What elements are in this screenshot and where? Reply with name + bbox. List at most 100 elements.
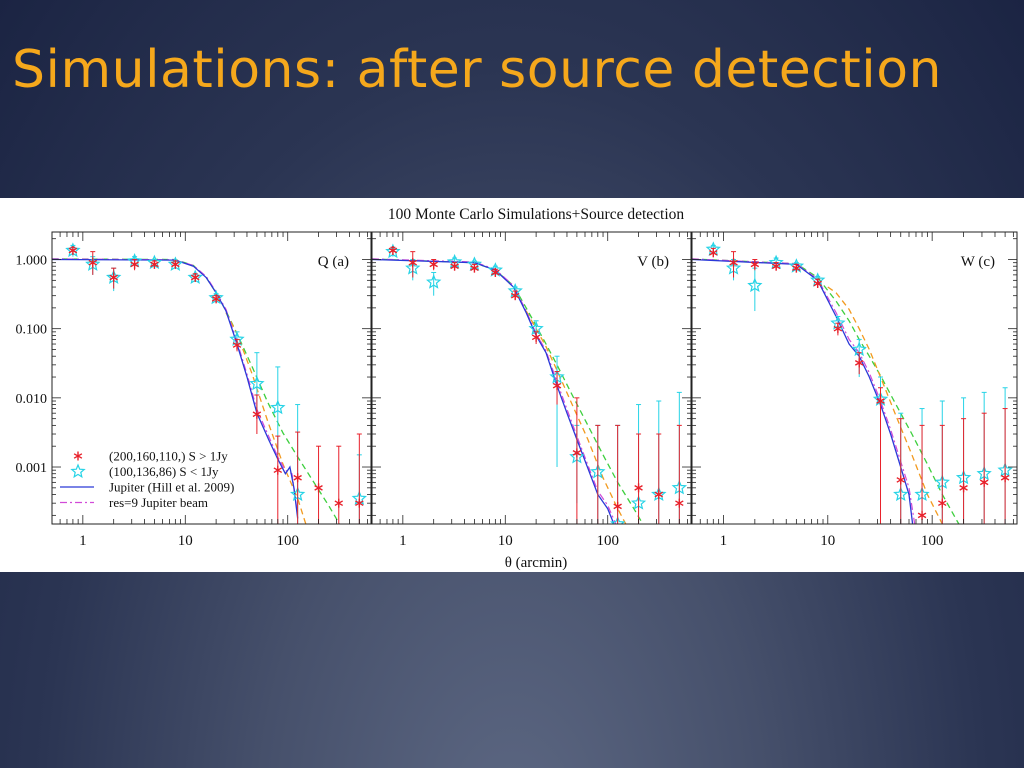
plot-area: 1 10 100 1.000 0.100 0.010 0.001 Q (a) 1 10 100 V (…	[16, 231, 1018, 549]
bright-asterisk-marker	[771, 261, 781, 271]
faint-star-marker	[249, 375, 265, 391]
x-tick-label: 1	[720, 533, 728, 549]
bright-asterisk-marker	[572, 448, 582, 458]
asterisk-stroke	[88, 259, 98, 266]
jupiter-line	[692, 258, 914, 524]
asterisk-stroke	[634, 484, 643, 491]
bright-asterisk-marker	[450, 261, 459, 271]
asterisk-stroke	[355, 500, 364, 507]
legend: (200,160,110,) S > 1Jy(100,136,86) S < 1…	[60, 449, 234, 510]
chart-title: 100 Monte Carlo Simulations+Source detec…	[388, 206, 685, 223]
bright-asterisk-marker	[334, 498, 344, 508]
asterisk-stroke	[750, 261, 760, 268]
asterisk-stroke	[211, 295, 221, 302]
bright-asterisk-marker	[293, 473, 302, 483]
x-tick-label: 1	[399, 533, 407, 549]
bright-asterisk-marker	[470, 263, 479, 273]
panel-inner	[692, 241, 1013, 524]
bright-asterisk-marker	[252, 409, 262, 419]
bright-asterisk-marker	[833, 324, 843, 334]
legend-label: res=9 Jupiter beam	[109, 495, 208, 510]
asterisk-stroke	[959, 484, 968, 491]
bright-asterisk-marker	[896, 475, 906, 485]
bright-asterisk-marker	[854, 358, 864, 368]
bright-asterisk-marker	[130, 259, 139, 269]
y-tick-label: 1.000	[16, 254, 48, 269]
asterisk-stroke	[73, 453, 83, 459]
bright-asterisk-marker	[876, 396, 885, 406]
jupiter-line	[372, 258, 615, 524]
bright-asterisk-marker	[729, 258, 738, 268]
asterisk-stroke	[510, 292, 520, 299]
asterisk-stroke	[470, 265, 479, 272]
bright-asterisk-marker	[109, 272, 118, 282]
green-dashed-line	[692, 258, 960, 524]
asterisk-stroke	[572, 450, 582, 456]
legend-asterisk-icon	[73, 451, 83, 461]
figure-panel: 100 Monte Carlo Simulations+Source detec…	[0, 198, 1024, 572]
asterisk-stroke	[833, 325, 843, 332]
bright-asterisk-marker	[408, 258, 418, 268]
bright-asterisk-marker	[979, 477, 989, 487]
asterisk-stroke	[450, 263, 459, 270]
asterisk-stroke	[388, 247, 398, 254]
asterisk-stroke	[408, 259, 418, 266]
beam-line	[372, 258, 617, 524]
asterisk-stroke	[917, 512, 927, 519]
asterisk-stroke	[896, 477, 906, 483]
y-tick-label: 0.001	[16, 461, 48, 476]
orange-dashed-line	[525, 310, 627, 524]
x-tick-label: 100	[596, 533, 619, 549]
asterisk-stroke	[252, 411, 262, 418]
bright-asterisk-marker	[654, 490, 664, 500]
bright-asterisk-marker	[232, 340, 242, 350]
asterisk-stroke	[171, 261, 180, 268]
x-tick-label: 10	[178, 533, 193, 549]
asterisk-stroke	[771, 263, 781, 270]
bright-asterisk-marker	[491, 267, 500, 277]
bright-asterisk-marker	[150, 259, 159, 269]
faint-star-marker	[270, 399, 286, 415]
x-axis-label: θ (arcmin)	[505, 555, 568, 571]
orange-dashed-line	[827, 286, 943, 524]
asterisk-stroke	[979, 479, 989, 486]
x-tick-label: 1	[79, 533, 87, 549]
bright-asterisk-marker	[552, 381, 562, 391]
panel-0: 1 10 100 1.000 0.100 0.010 0.001 Q (a)	[16, 231, 372, 549]
asterisk-stroke	[654, 491, 664, 498]
panel-inner	[372, 243, 688, 524]
bright-asterisk-marker	[68, 246, 78, 256]
bright-asterisk-marker	[355, 498, 364, 508]
panel-inner	[52, 242, 367, 524]
asterisk-stroke	[675, 500, 684, 507]
asterisk-stroke	[68, 247, 78, 254]
asterisk-stroke	[876, 398, 885, 404]
bright-asterisk-marker	[510, 291, 520, 301]
green-dashed-line	[372, 258, 644, 524]
chart-svg: 100 Monte Carlo Simulations+Source detec…	[16, 206, 1018, 571]
x-tick-label: 10	[498, 533, 513, 549]
legend-star-icon	[70, 463, 86, 479]
bright-asterisk-marker	[675, 498, 684, 508]
legend-label: (200,160,110,) S > 1Jy	[109, 449, 228, 464]
bright-asterisk-marker	[634, 483, 643, 493]
panel-label: V (b)	[637, 254, 669, 270]
panel-frame	[691, 231, 1018, 525]
legend-label: Jupiter (Hill et al. 2009)	[109, 480, 234, 495]
panel-1: 1 10 100 V (b)	[371, 231, 692, 549]
asterisk-stroke	[792, 265, 801, 272]
asterisk-stroke	[938, 500, 947, 507]
bright-asterisk-marker	[388, 246, 398, 256]
asterisk-stroke	[150, 261, 159, 268]
asterisk-stroke	[232, 342, 242, 348]
panel-frame	[51, 231, 372, 525]
bright-asterisk-marker	[429, 259, 438, 269]
bright-asterisk-marker	[917, 510, 927, 520]
asterisk-stroke	[729, 259, 738, 266]
legend-label: (100,136,86) S < 1Jy	[109, 464, 219, 479]
x-tick-label: 100	[276, 533, 299, 549]
y-tick-label: 0.100	[16, 323, 48, 338]
faint-star-marker	[610, 515, 626, 524]
asterisk-stroke	[1000, 474, 1010, 481]
bright-asterisk-marker	[792, 263, 801, 273]
